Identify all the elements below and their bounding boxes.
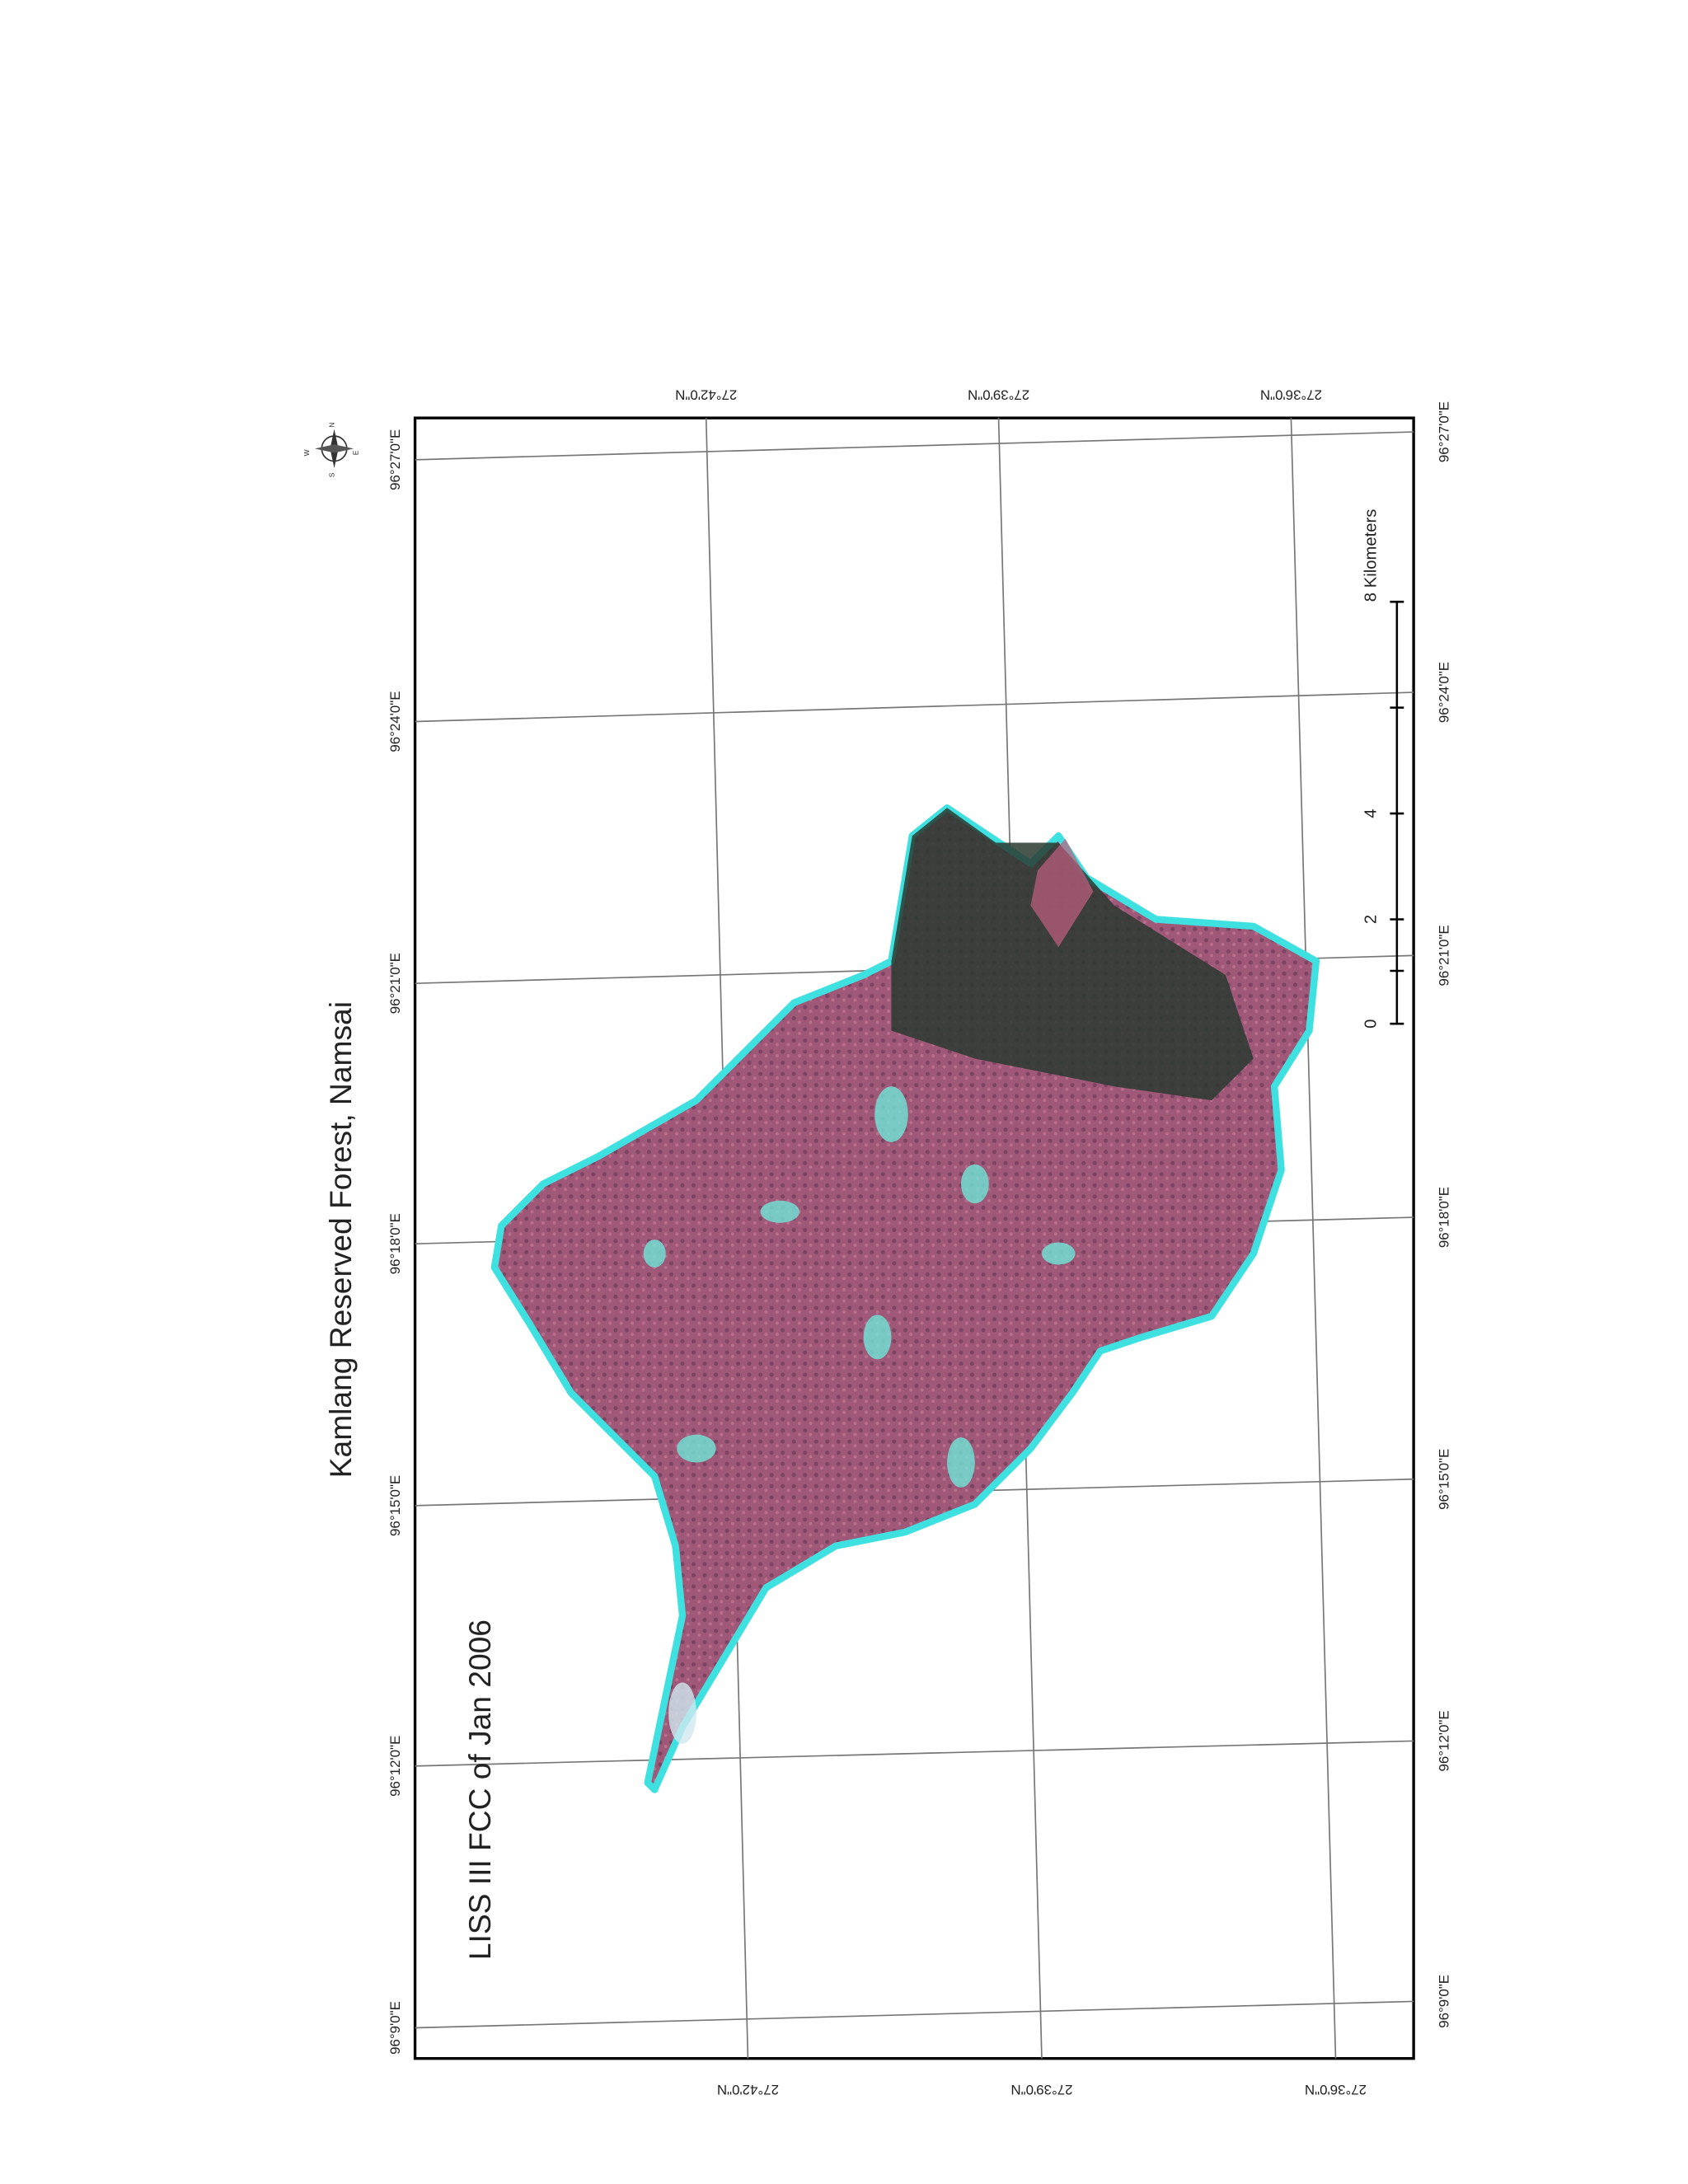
top-coord-label: 27°39'0"N — [968, 387, 1029, 402]
meridian-line — [415, 431, 1414, 461]
compass-letter: N — [328, 423, 336, 428]
forest-area — [490, 804, 1320, 1793]
right-coord-label: 96°12'0"E — [1436, 1710, 1451, 1771]
bottom-coord-label: 27°39'0"N — [1010, 2082, 1072, 2097]
meridian-line — [415, 1740, 1414, 1767]
compass-letter: S — [328, 472, 336, 477]
right-coord-label: 96°9'0"E — [1436, 1975, 1451, 2028]
compass-letter: W — [302, 449, 311, 456]
left-coord-label: 96°24'0"E — [387, 691, 403, 752]
scale-label: 2 — [1362, 915, 1380, 924]
scale-label: 8 Kilometers — [1362, 509, 1380, 602]
meridian-line — [415, 2000, 1414, 2029]
bottom-coord-label: 27°42'0"N — [717, 2082, 779, 2097]
map-subtitle: LISS III FCC of Jan 2006 — [462, 1619, 497, 1960]
left-coord-label: 96°15'0"E — [387, 1475, 403, 1536]
right-coord-label: 96°15'0"E — [1436, 1449, 1451, 1510]
bottom-coord-label: 27°36'0"N — [1305, 2082, 1367, 2097]
scale-label: 4 — [1362, 808, 1380, 818]
compass-letter: E — [351, 450, 359, 455]
left-coord-label: 96°21'0"E — [387, 953, 403, 1014]
left-coord-label: 96°27'0"E — [387, 429, 403, 490]
parallel-line — [1290, 418, 1337, 2059]
meridian-line — [415, 691, 1414, 723]
scale-bar — [1390, 600, 1404, 1025]
right-coord-label: 96°18'0"E — [1436, 1187, 1451, 1248]
right-coord-label: 96°21'0"E — [1436, 925, 1451, 986]
top-coord-label: 27°42'0"N — [675, 387, 737, 402]
left-coord-label: 96°18'0"E — [387, 1213, 403, 1274]
top-coord-label: 27°36'0"N — [1260, 387, 1322, 402]
scale-label: 0 — [1362, 1019, 1380, 1029]
right-coord-label: 96°24'0"E — [1436, 662, 1451, 723]
compass-rose — [314, 429, 354, 468]
left-coord-label: 96°12'0"E — [387, 1736, 403, 1797]
map-title: Kamlang Reserved Forest, Namsai — [323, 1001, 358, 1478]
left-coord-label: 96°9'0"E — [387, 2001, 403, 2055]
right-coord-label: 96°27'0"E — [1436, 401, 1451, 462]
